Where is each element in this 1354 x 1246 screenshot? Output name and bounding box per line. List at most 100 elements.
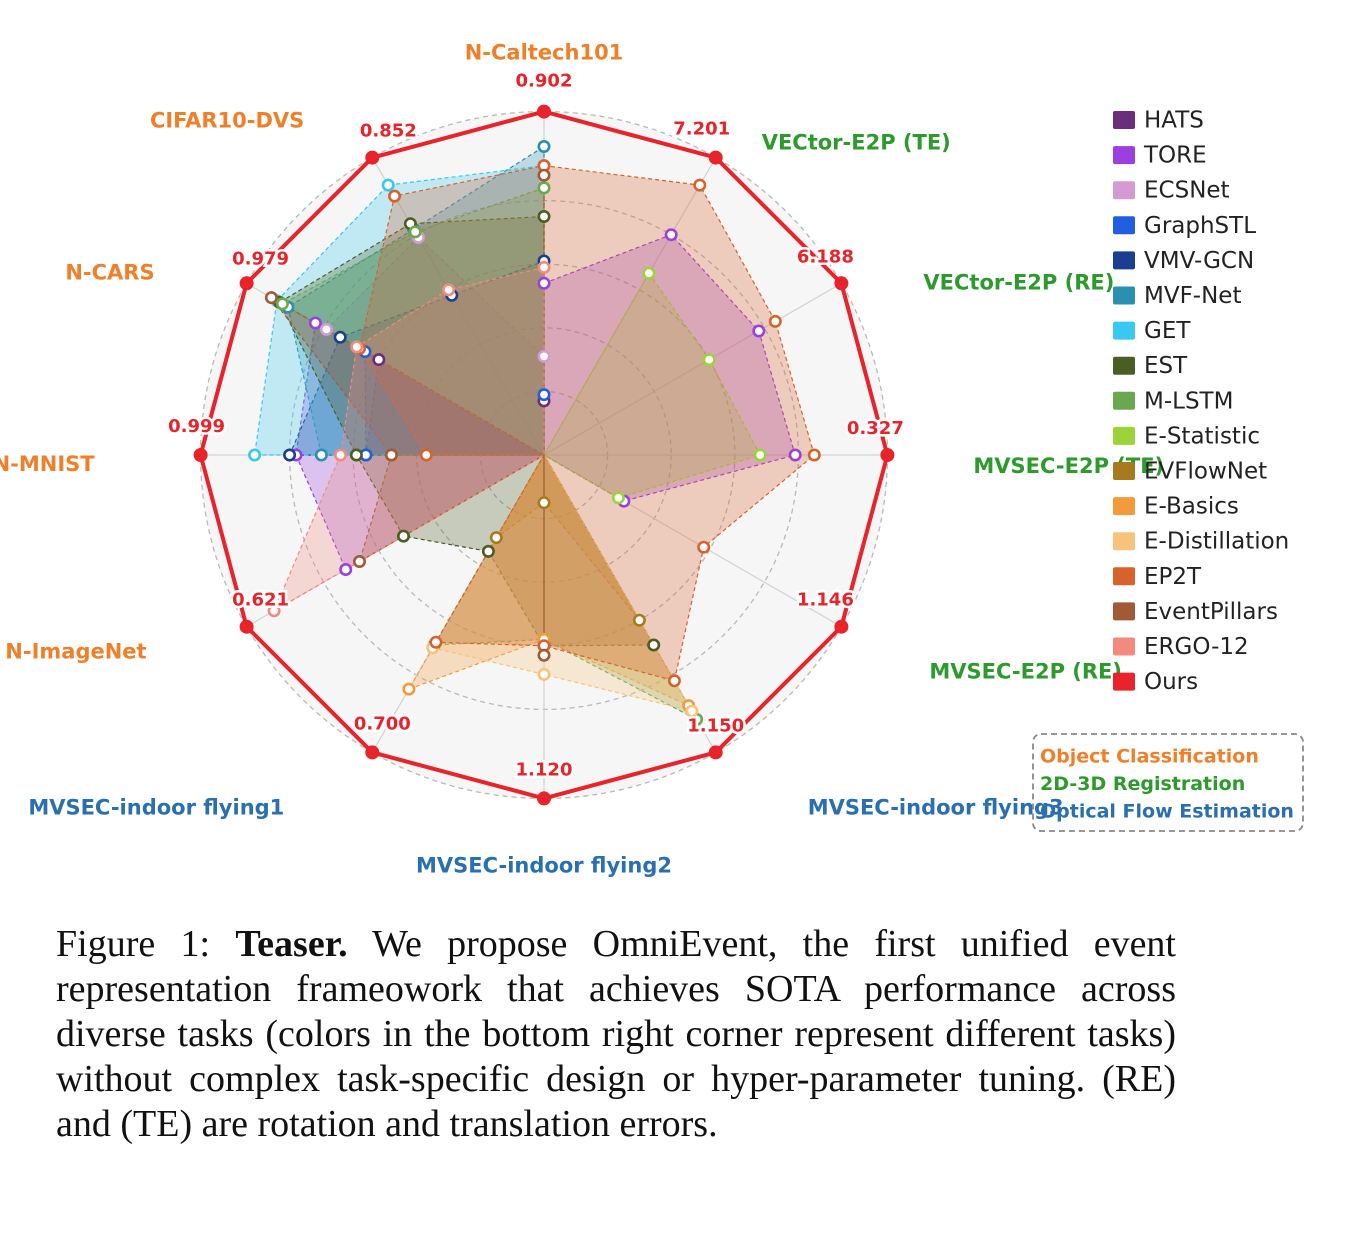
legend-label-mvf-net: MVF-Net (1144, 283, 1241, 309)
legend-swatch-vmv-gcn (1113, 251, 1135, 270)
axis-label-n-caltech101: N-Caltech101 (465, 41, 624, 65)
point-eventpillars (352, 554, 366, 568)
point-est (647, 638, 661, 652)
series-polygon-e-statistic (543, 272, 762, 499)
point-ergo-12 (350, 340, 364, 354)
point-m-lstm (275, 297, 289, 311)
legend-swatch-e-distillation (1113, 532, 1135, 551)
point-eventpillars (537, 648, 551, 662)
best-value-vector-e2p-te: 7.201 (673, 119, 730, 140)
point-ours (239, 276, 254, 291)
legend-swatch-get (1113, 321, 1135, 340)
point-eventpillars (264, 291, 278, 305)
axis-label-n-mnist: N-MNIST (0, 452, 95, 476)
axis-labels: N-Caltech101 VECtor-E2P (TE) VECtor-E2P (R… (0, 41, 1164, 878)
point-ours (193, 448, 208, 462)
axis-label-mvsec-indoor-flying3: MVSEC-indoor flying3 (808, 795, 1064, 819)
legend-label-est: EST (1144, 353, 1188, 379)
legend-swatch-hats (1113, 111, 1135, 129)
point-vmv-gcn (283, 448, 297, 462)
point-ecsnet (319, 322, 333, 336)
point-ours (708, 150, 723, 165)
point-e-statistic (642, 266, 656, 280)
point-ours (880, 448, 895, 462)
axis-label-cifar10-dvs: CIFAR10-DVS (150, 109, 304, 133)
axis-label-vector-e2p-re: VECtor-E2P (RE) (923, 270, 1114, 294)
series-polygon-est (278, 215, 655, 647)
point-m-lstm (537, 181, 551, 195)
point-ep2t (697, 540, 711, 554)
axis-line (543, 282, 842, 456)
axis-label-mvsec-e2p-re: MVSEC-E2P (RE) (929, 660, 1122, 684)
legend-label-e-distillation: E-Distillation (1144, 529, 1289, 555)
task-legend-2d-3d-registration: 2D-3D Registration (1040, 773, 1245, 795)
legend-swatch-ecsnet (1113, 181, 1135, 200)
point-e-distillation (537, 667, 551, 681)
task-legend-object-classification: Object Classification (1040, 746, 1259, 768)
point-est (349, 448, 363, 462)
point-ours (537, 791, 551, 806)
point-eventpillars (384, 448, 398, 462)
point-est (537, 210, 551, 224)
point-hats (372, 353, 386, 367)
legend-label-evflownet: EVFlowNet (1144, 459, 1267, 485)
legend-swatch-ep2t (1113, 567, 1135, 586)
axis-line (543, 454, 842, 628)
point-evflownet (489, 531, 503, 545)
figure-caption: Figure 1: Teaser. We propose OmniEvent, … (56, 922, 1176, 1147)
legend-label-e-statistic: E-Statistic (1144, 423, 1260, 449)
legend-label-tore: TORE (1143, 143, 1207, 169)
axis-label-mvsec-indoor-flying1: MVSEC-indoor flying1 (28, 795, 284, 819)
best-value-n-imagenet: 0.621 (232, 590, 289, 611)
point-e-distillation (685, 704, 699, 718)
legend-label-ergo-12: ERGO-12 (1144, 634, 1249, 660)
axis-label-mvsec-indoor-flying2: MVSEC-indoor flying2 (416, 853, 672, 877)
series-polygon-eventpillars (270, 175, 545, 656)
point-ergo-12 (333, 448, 347, 462)
legend-label-ecsnet: ECSNet (1144, 178, 1230, 204)
task-legend: Object Classification 2D-3D Registration O… (1032, 733, 1304, 832)
series-legend: HATS TORE ECSNet GraphSTL VMV-GCN MVF-Net GET E… (1113, 108, 1289, 695)
point-evflownet (537, 496, 551, 510)
legend-swatch-ours (1113, 672, 1135, 691)
point-graphstl (537, 388, 551, 402)
axis-label-n-imagenet: N-ImageNet (5, 640, 146, 664)
point-ep2t (419, 448, 433, 462)
point-tore (537, 276, 551, 290)
point-ergo-12 (267, 604, 281, 618)
point-vmv-gcn (333, 330, 347, 344)
point-eventpillars (537, 168, 551, 182)
legend-label-vmv-gcn: VMV-GCN (1144, 248, 1254, 274)
caption-prefix: Figure 1: (56, 923, 236, 965)
best-value-n-cars: 0.979 (232, 248, 289, 269)
axis-line (371, 157, 545, 456)
best-value-mvsec-indoor-flying1: 0.700 (354, 713, 411, 734)
legend-label-ep2t: EP2T (1144, 564, 1202, 590)
point-ergo-12 (442, 283, 456, 297)
point-ep2t (768, 314, 782, 328)
point-e-statistic (611, 491, 625, 505)
series-polygon-mvf-net (287, 145, 545, 456)
point-ep2t (667, 674, 681, 688)
legend-swatch-m-lstm (1113, 391, 1135, 410)
legend-swatch-mvf-net (1113, 286, 1135, 305)
legend-label-e-basics: E-Basics (1144, 494, 1239, 520)
radar-chart: N-Caltech101 VECtor-E2P (TE) VECtor-E2P (R… (0, 41, 1304, 878)
best-value-mvsec-indoor-flying3: 1.150 (687, 715, 744, 736)
point-ecsnet (537, 349, 551, 363)
legend-label-m-lstm: M-LSTM (1144, 388, 1233, 414)
caption-bold: Teaser. (235, 923, 348, 965)
point-tore (788, 448, 802, 462)
legend-swatch-evflownet (1113, 462, 1135, 480)
best-value-n-mnist: 0.999 (168, 416, 225, 437)
task-legend-optical-flow-estimation: Optical Flow Estimation (1040, 801, 1294, 823)
point-ours (834, 276, 849, 291)
point-mvf-net (314, 448, 328, 462)
point-ours (365, 745, 380, 760)
point-ergo-12 (537, 260, 551, 274)
legend-label-get: GET (1144, 318, 1191, 344)
legend-swatch-ergo-12 (1113, 637, 1135, 656)
legend-swatch-e-statistic (1113, 426, 1135, 445)
caption-text: We propose OmniEvent, the first unified … (56, 923, 1176, 1145)
best-value-mvsec-indoor-flying2: 1.120 (516, 759, 573, 780)
